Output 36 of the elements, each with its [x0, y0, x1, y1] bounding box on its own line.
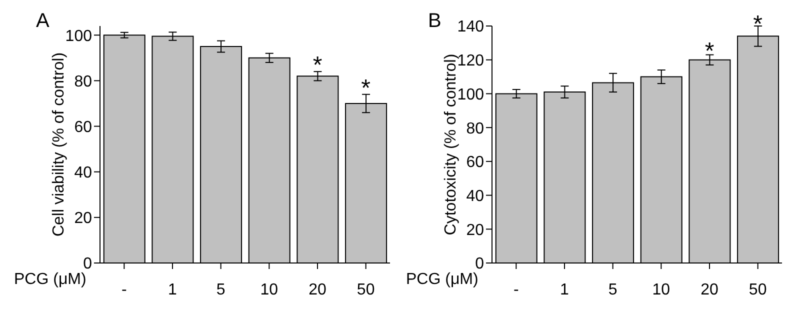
y-tick-label: 60 [466, 154, 484, 172]
x-tick-label: 1 [560, 281, 570, 298]
y-tick-label: 100 [457, 86, 484, 104]
x-tick-label: 1 [168, 281, 178, 298]
x-tick-label: 5 [608, 281, 618, 298]
chart-title: A [36, 10, 50, 33]
y-tick-label: 20 [466, 222, 484, 239]
x-tick-label: - [122, 281, 127, 298]
x-tick-label: 50 [356, 281, 375, 298]
y-tick-label: 100 [65, 28, 92, 45]
x-tick-label: 20 [700, 281, 718, 298]
annotation: * [361, 74, 371, 102]
x-tick-label: 5 [216, 281, 226, 298]
x-axis-title: PCG (μM) [14, 271, 86, 289]
annotation: * [704, 38, 714, 66]
y-axis-title: Cytotoxicity (% of control) [442, 54, 460, 236]
chart-title: B [428, 10, 442, 33]
x-tick-label: 20 [308, 281, 326, 298]
x-tick-label: - [514, 281, 519, 298]
x-tick-label: 10 [652, 281, 670, 298]
y-tick-label: 140 [457, 18, 484, 36]
y-tick-label: 0 [475, 256, 484, 273]
y-tick-label: 40 [74, 164, 92, 182]
x-tick-label: 50 [748, 281, 767, 298]
y-axis-title: Cell viability (% of control) [50, 52, 68, 237]
y-tick-label: 80 [466, 120, 484, 138]
annotation: * [312, 52, 322, 80]
y-tick-label: 120 [457, 52, 484, 70]
y-tick-label: 60 [74, 118, 92, 136]
y-tick-label: 40 [466, 188, 484, 205]
x-axis-title: PCG (μM) [406, 271, 478, 289]
y-tick-label: 80 [74, 73, 92, 90]
annotation: * [753, 11, 763, 38]
x-tick-label: 10 [260, 281, 278, 298]
y-tick-label: 0 [83, 256, 92, 273]
y-tick-label: 20 [74, 210, 92, 228]
